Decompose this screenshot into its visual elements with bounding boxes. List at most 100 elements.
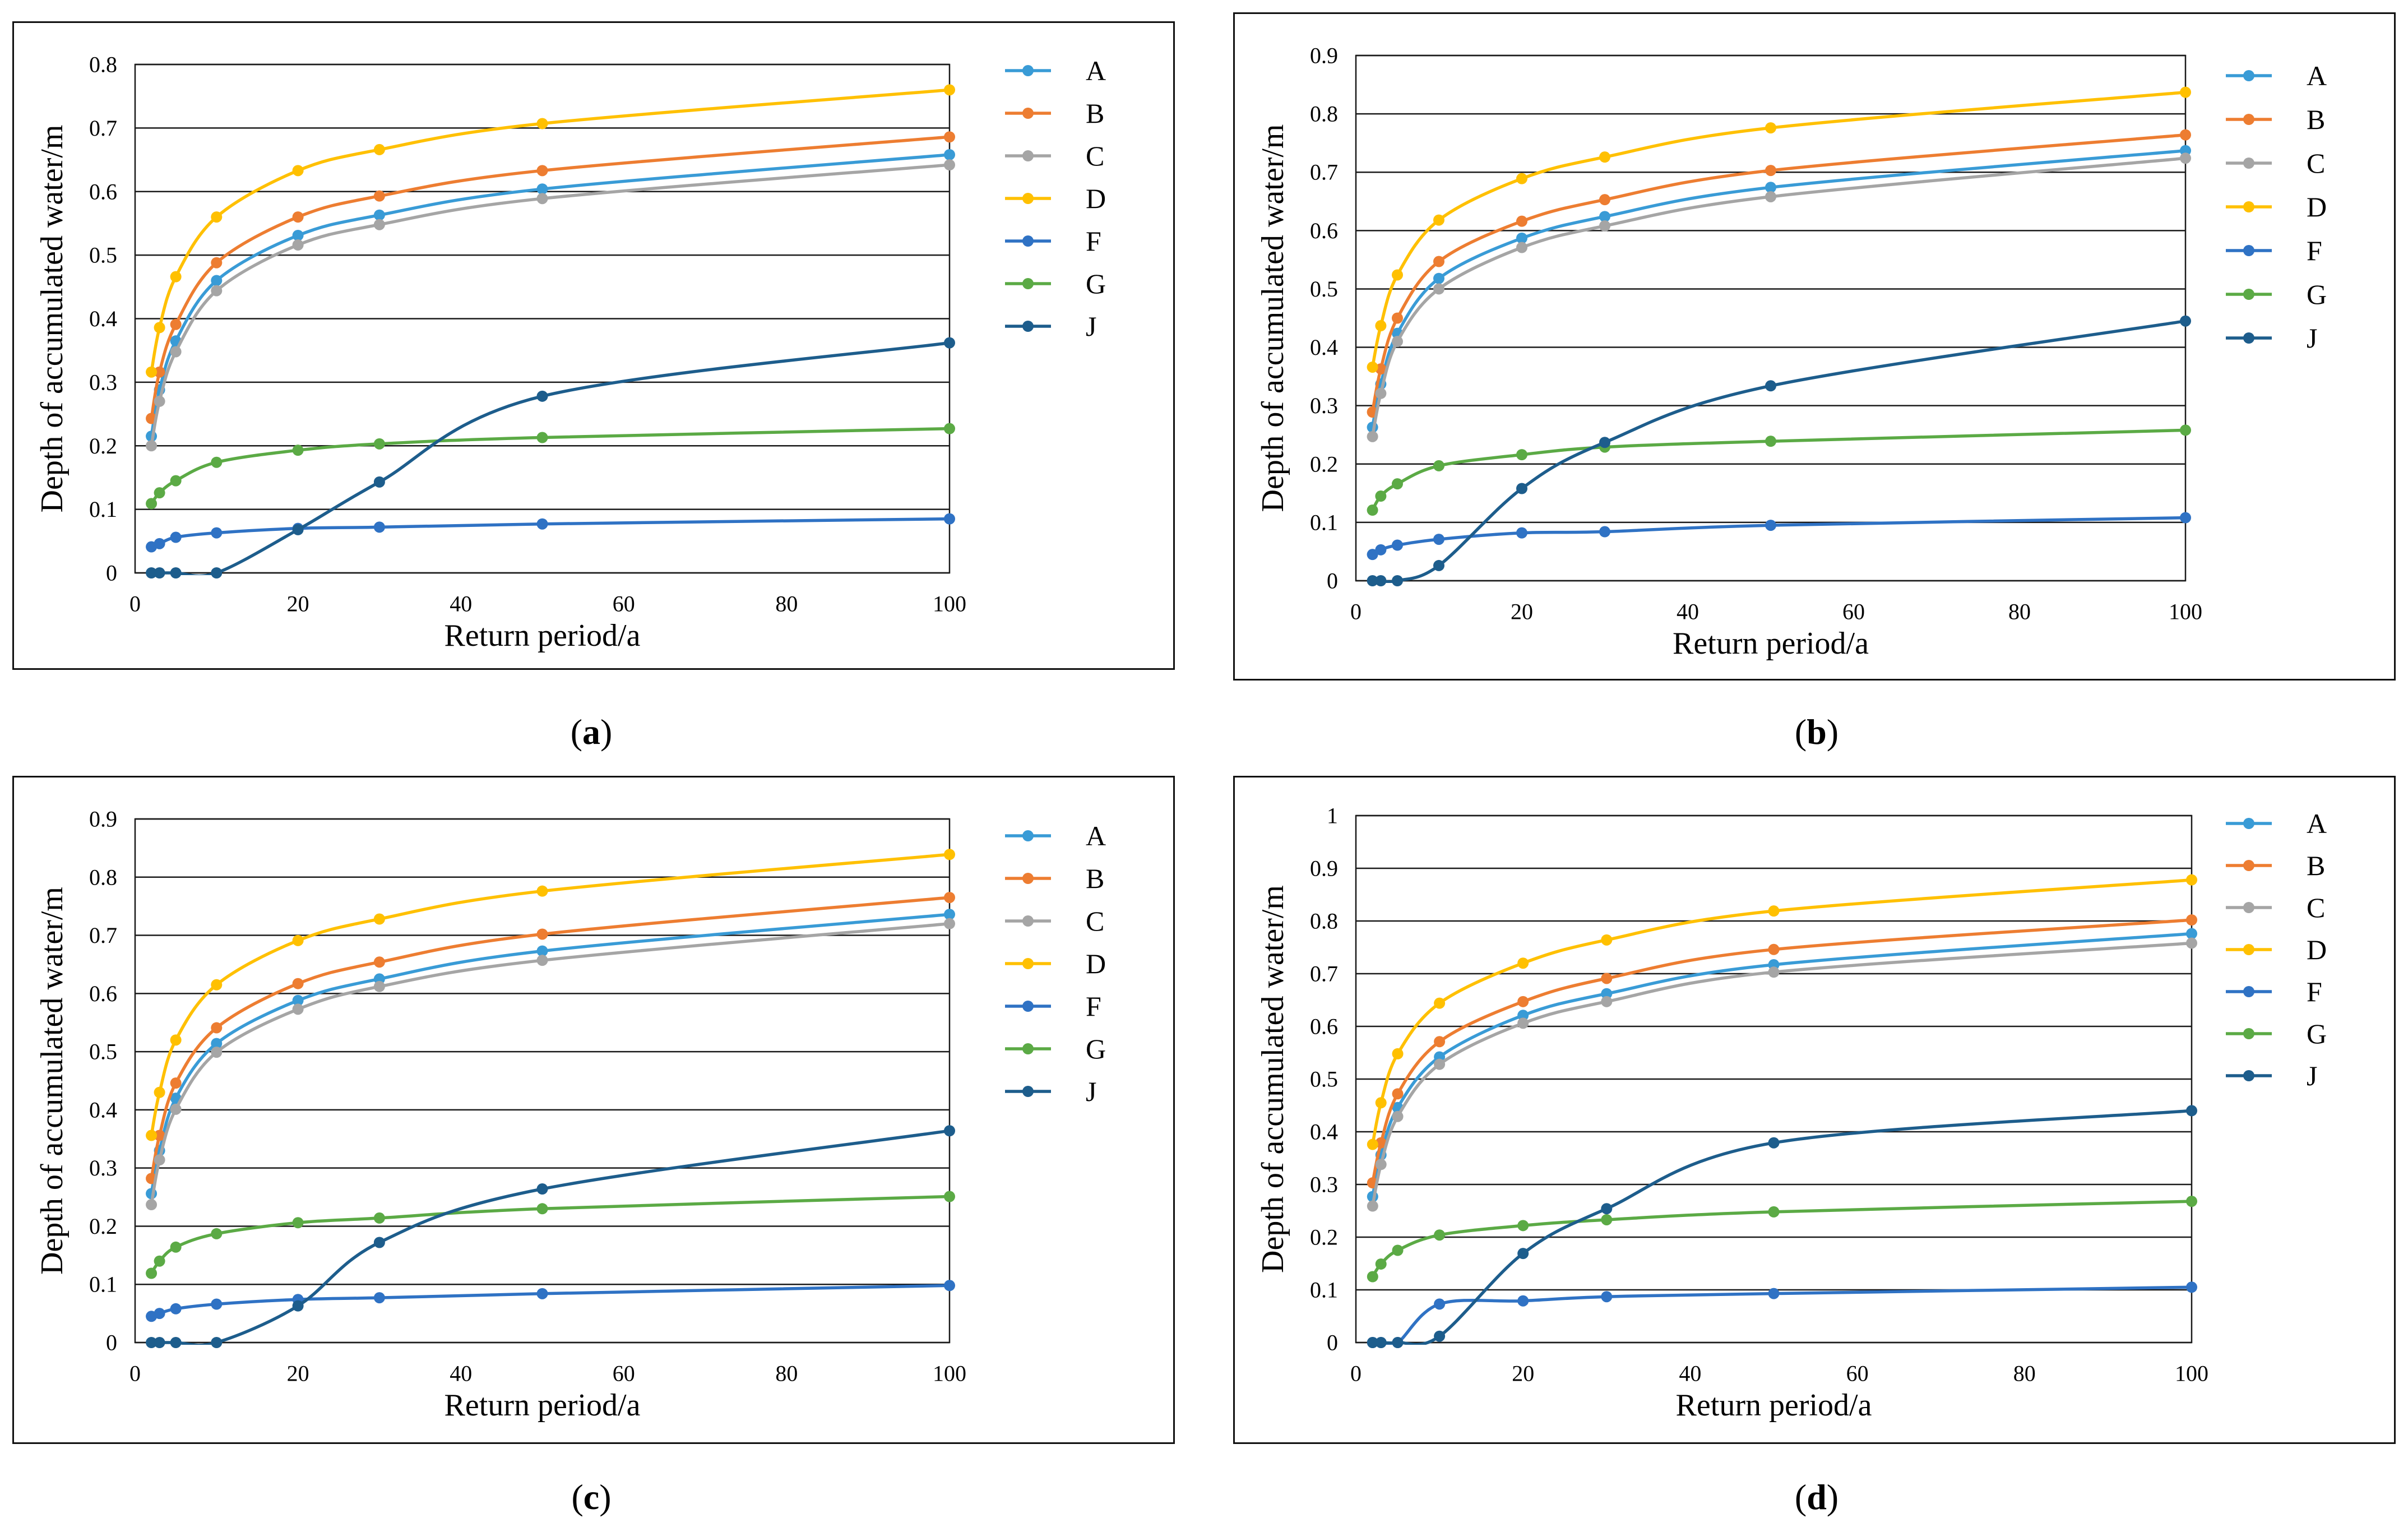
caption-close-paren: ): [1826, 712, 1839, 752]
legend-label: C: [2307, 147, 2325, 179]
x-tick-label: 0: [129, 591, 141, 617]
legend-label: J: [2307, 322, 2317, 354]
data-point-B: [373, 190, 385, 202]
data-point-J: [1434, 1330, 1446, 1342]
data-point-B: [1392, 312, 1403, 324]
data-point-A: [1517, 1010, 1529, 1021]
x-tick-label: 20: [287, 591, 309, 617]
y-tick-label: 0.8: [89, 864, 117, 890]
legend-item-J: J: [2226, 322, 2317, 354]
data-point-C: [944, 159, 955, 171]
legend-label: F: [1086, 991, 1101, 1022]
data-point-D: [1392, 1048, 1404, 1059]
y-tick-label: 0.2: [1310, 1225, 1338, 1250]
y-tick-label: 0.9: [1310, 856, 1338, 881]
legend-label: D: [2307, 191, 2327, 223]
x-axis-title: Return period/a: [1673, 626, 1869, 661]
caption-letter: b: [1807, 712, 1827, 752]
legend-label: J: [1086, 1076, 1096, 1107]
data-point-J: [170, 1337, 182, 1348]
data-point-G: [373, 1212, 385, 1224]
data-point-J: [1517, 1248, 1529, 1260]
caption-close-paren: ): [599, 1477, 612, 1517]
legend-swatch-marker: [2243, 289, 2254, 300]
data-point-F: [1433, 534, 1444, 545]
series-line-B: [1370, 133, 2187, 414]
data-point-G: [1392, 1244, 1404, 1256]
data-point-B: [373, 956, 385, 968]
data-point-C: [536, 955, 548, 966]
data-point-D: [944, 849, 955, 860]
data-point-J: [1367, 1337, 1378, 1348]
y-tick-label: 0.3: [89, 369, 117, 395]
legend-label: A: [1086, 820, 1106, 851]
data-point-F: [1434, 1298, 1446, 1310]
caption-open-paren: (: [1794, 712, 1807, 752]
y-tick-label: 1: [1327, 803, 1338, 829]
y-tick-label: 0.7: [1310, 961, 1338, 987]
data-point-D: [2186, 874, 2197, 886]
data-point-G: [1434, 1229, 1446, 1241]
data-point-G: [1367, 1271, 1378, 1283]
data-point-B: [1601, 973, 1613, 984]
caption-letter: a: [582, 712, 600, 752]
plot-area: [1355, 54, 2187, 582]
legend-item-F: F: [2226, 976, 2322, 1007]
legend-swatch-marker: [2243, 70, 2254, 81]
legend-swatch-marker: [1022, 915, 1034, 927]
legend-item-C: C: [1005, 140, 1104, 172]
y-tick-label: 0.3: [1310, 393, 1338, 418]
data-point-C: [2180, 152, 2191, 164]
data-point-F: [2186, 1281, 2197, 1293]
data-point-B: [1392, 1088, 1404, 1100]
x-tick-label: 100: [933, 1361, 966, 1386]
y-tick-label: 0.2: [89, 433, 117, 459]
data-point-G: [1392, 478, 1403, 490]
data-point-F: [1516, 527, 1527, 539]
data-point-A: [1516, 232, 1527, 244]
series-line-D: [1371, 878, 2193, 1146]
data-point-D: [154, 1086, 165, 1098]
data-point-B: [1434, 1036, 1446, 1048]
data-point-C: [2186, 937, 2197, 949]
legend-swatch-marker: [2243, 114, 2254, 125]
data-point-B: [2186, 914, 2197, 926]
data-point-C: [1367, 431, 1378, 442]
y-axis-title: Depth of accumulated water/m: [1256, 124, 1290, 512]
caption-close-paren: ): [600, 712, 613, 752]
data-point-F: [1765, 520, 1776, 531]
legend-label: B: [1086, 98, 1104, 129]
data-point-D: [1375, 1097, 1387, 1109]
y-tick-label: 0.8: [89, 52, 117, 77]
data-point-G: [1433, 460, 1444, 471]
data-point-J: [170, 567, 182, 578]
data-point-J: [211, 1337, 223, 1348]
data-point-D: [292, 934, 304, 946]
legend-label: D: [1086, 183, 1106, 214]
data-point-B: [211, 1022, 223, 1034]
y-tick-label: 0.9: [1310, 43, 1338, 68]
legend-label: J: [2307, 1060, 2317, 1091]
legend-item-D: D: [2226, 934, 2327, 965]
data-point-G: [1516, 449, 1527, 461]
legend-item-F: F: [1005, 991, 1101, 1022]
data-point-F: [373, 521, 385, 533]
legend-swatch-marker: [2243, 1070, 2254, 1081]
y-tick-label: 0.1: [1310, 1278, 1338, 1303]
data-point-C: [1516, 242, 1527, 253]
data-point-A: [1765, 182, 1776, 193]
data-point-B: [944, 892, 955, 904]
y-tick-label: 0: [1327, 1330, 1338, 1355]
series-line-D: [1370, 90, 2187, 369]
x-tick-label: 60: [613, 1361, 635, 1386]
y-tick-label: 0: [1327, 568, 1338, 594]
x-tick-label: 80: [2013, 1361, 2036, 1386]
data-point-C: [1517, 1017, 1529, 1029]
data-point-A: [1599, 211, 1610, 223]
data-point-F: [211, 527, 223, 539]
data-point-G: [1765, 436, 1776, 447]
data-point-G: [292, 445, 304, 456]
series-line-C: [150, 922, 951, 1206]
data-point-C: [1375, 1159, 1387, 1170]
